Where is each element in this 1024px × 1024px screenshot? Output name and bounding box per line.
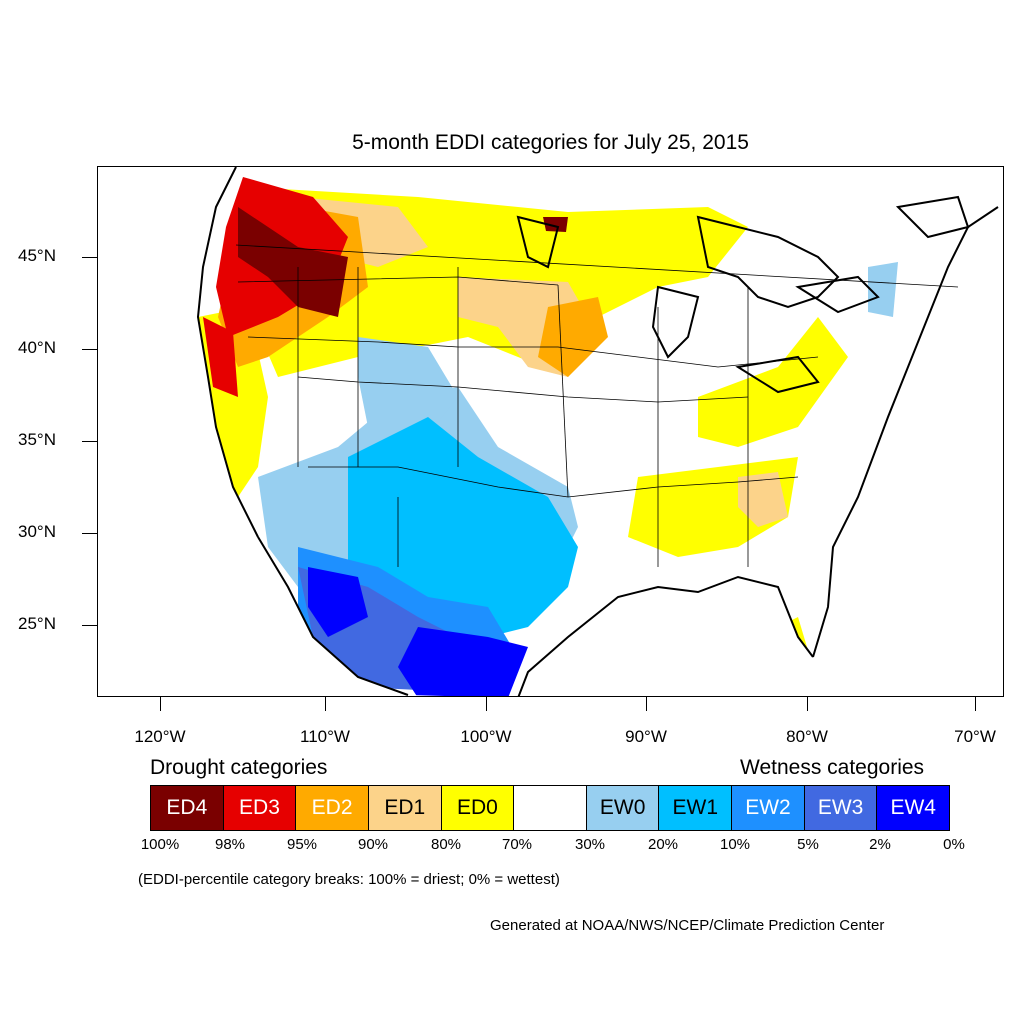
- legend-label-ew0: EW0: [599, 796, 646, 819]
- lat-tick: [82, 257, 97, 258]
- legend-box-ed4: ED4: [151, 786, 224, 830]
- lon-tick: [486, 697, 487, 711]
- lat-label-30: 30°N: [18, 522, 56, 541]
- lat-tick: [82, 349, 97, 350]
- lat-label-40: 40°N: [18, 338, 56, 357]
- break-label: 0%: [943, 836, 965, 853]
- legend-label-ew1: EW1: [672, 796, 719, 819]
- wetness-categories-heading: Wetness categories: [740, 756, 925, 779]
- lon-tick: [160, 697, 161, 711]
- break-label: 98%: [214, 836, 246, 853]
- legend-box-ew3: EW3: [804, 786, 878, 830]
- ed4-region-washington: [238, 207, 348, 317]
- ed4-region-minnesota: [543, 217, 568, 232]
- legend-label-ed4: ED4: [166, 796, 208, 819]
- legend-box-ew1: EW1: [659, 786, 733, 830]
- ed1-region-sc: [738, 472, 788, 527]
- ew0-region-maine: [868, 262, 898, 317]
- break-label: 2%: [869, 836, 891, 853]
- legend-box-ed1: ED1: [368, 786, 442, 830]
- break-label: 10%: [719, 836, 751, 853]
- ew0-region-colorado: [358, 337, 458, 447]
- lat-tick: [82, 625, 97, 626]
- break-label: 90%: [357, 836, 389, 853]
- lon-tick: [807, 697, 808, 711]
- lat-label-25: 25°N: [18, 614, 56, 633]
- break-label: 5%: [797, 836, 819, 853]
- lon-label-100w: 100°W: [460, 727, 512, 746]
- lon-tick: [646, 697, 647, 711]
- lat-tick: [82, 441, 97, 442]
- lon-label-120w: 120°W: [134, 727, 186, 746]
- credit-line: Generated at NOAA/NWS/NCEP/Climate Predi…: [490, 917, 885, 934]
- legend-box-ew0: EW0: [586, 786, 660, 830]
- lon-label-70w: 70°W: [954, 727, 996, 746]
- legend-box-ed2: ED2: [296, 786, 369, 830]
- legend-box-ed0: ED0: [441, 786, 515, 830]
- legend-label-ew4: EW4: [890, 796, 936, 819]
- break-label: 20%: [647, 836, 679, 853]
- lat-label-35: 35°N: [18, 430, 56, 449]
- map-canvas: [196, 167, 1003, 696]
- lat-label-45: 45°N: [18, 246, 56, 265]
- lon-tick: [975, 697, 976, 711]
- map-title: 5-month EDDI categories for July 25, 201…: [352, 131, 749, 154]
- lon-tick: [325, 697, 326, 711]
- legend-box-ew2: EW2: [732, 786, 805, 830]
- legend-label-ed2: ED2: [311, 796, 353, 819]
- eddi-map: [97, 166, 1004, 697]
- break-label: 70%: [501, 836, 533, 853]
- ew4-region-mexico-west: [308, 567, 368, 637]
- category-breaks-note: (EDDI-percentile category breaks: 100% =…: [138, 871, 560, 888]
- ed0-region-ohio: [698, 317, 848, 447]
- lon-label-110w: 110°W: [300, 727, 350, 746]
- legend-bar: ED4 ED3 ED2 ED1 ED0 EW0 EW1 EW2 EW3 EW4: [150, 785, 950, 831]
- break-label: 30%: [574, 836, 606, 853]
- lon-label-80w: 80°W: [786, 727, 828, 746]
- ed2-region-dakotas: [538, 297, 608, 377]
- break-label: 95%: [286, 836, 318, 853]
- drought-categories-heading: Drought categories: [150, 756, 328, 779]
- ew4-region-gulf: [398, 627, 528, 696]
- break-label: 100%: [140, 836, 180, 853]
- break-label: 80%: [430, 836, 462, 853]
- legend-box-ew4: EW4: [877, 786, 950, 830]
- legend-label-ew3: EW3: [817, 796, 864, 819]
- ed3-region-oregon-coast: [203, 317, 238, 397]
- lon-label-90w: 90°W: [625, 727, 667, 746]
- legend-label-ed0: ED0: [456, 796, 498, 819]
- legend-label-ed3: ED3: [239, 796, 280, 819]
- legend-label-ew2: EW2: [745, 796, 791, 819]
- legend-label-ed1: ED1: [384, 796, 426, 819]
- lat-tick: [82, 533, 97, 534]
- coastlines: [196, 167, 999, 696]
- legend-box-ed3: ED3: [223, 786, 297, 830]
- legend-box-neutral: [514, 786, 587, 830]
